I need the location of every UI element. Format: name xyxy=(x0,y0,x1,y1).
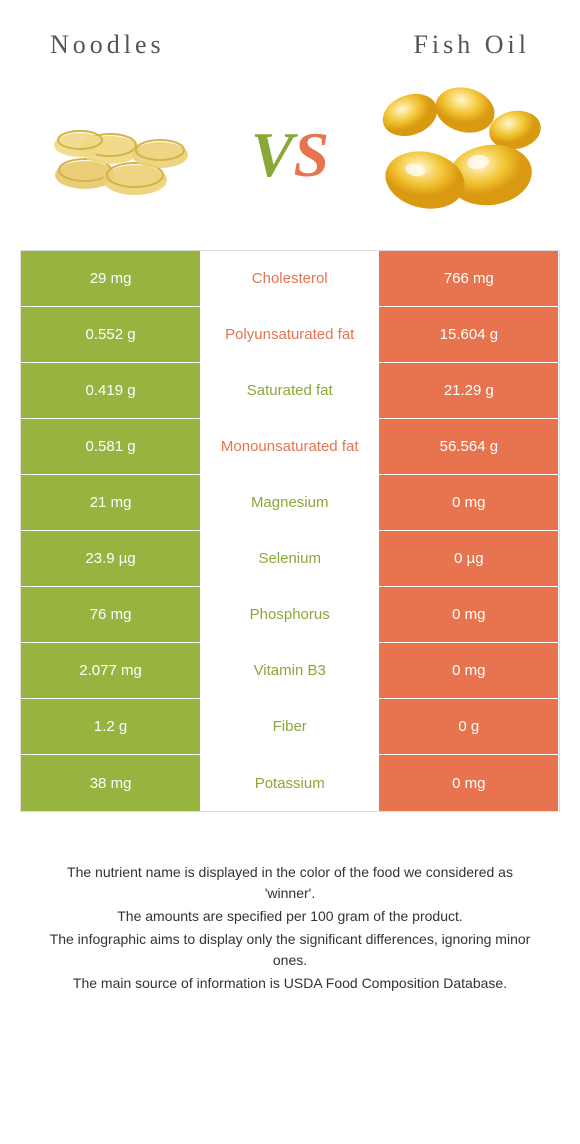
footnote: The nutrient name is displayed in the co… xyxy=(20,862,560,994)
right-value: 766 mg xyxy=(379,251,558,306)
nutrient-label: Phosphorus xyxy=(200,587,379,642)
right-value: 0 mg xyxy=(379,587,558,642)
fishoil-image xyxy=(370,80,550,230)
nutrient-label: Polyunsaturated fat xyxy=(200,307,379,362)
vs-v: V xyxy=(251,119,294,190)
images-row: VS xyxy=(20,80,560,250)
left-value: 0.419 g xyxy=(21,363,200,418)
right-value: 0 mg xyxy=(379,755,558,811)
comparison-table: 29 mgCholesterol766 mg0.552 gPolyunsatur… xyxy=(20,250,560,812)
table-row: 38 mgPotassium0 mg xyxy=(21,755,559,811)
left-value: 29 mg xyxy=(21,251,200,306)
table-row: 0.419 gSaturated fat21.29 g xyxy=(21,363,559,419)
left-value: 1.2 g xyxy=(21,699,200,754)
table-row: 29 mgCholesterol766 mg xyxy=(21,251,559,307)
table-row: 21 mgMagnesium0 mg xyxy=(21,475,559,531)
left-value: 0.581 g xyxy=(21,419,200,474)
right-value: 0 µg xyxy=(379,531,558,586)
right-value: 0 g xyxy=(379,699,558,754)
table-row: 23.9 µgSelenium0 µg xyxy=(21,531,559,587)
table-row: 0.581 gMonounsaturated fat56.564 g xyxy=(21,419,559,475)
left-value: 76 mg xyxy=(21,587,200,642)
left-value: 0.552 g xyxy=(21,307,200,362)
table-row: 1.2 gFiber0 g xyxy=(21,699,559,755)
left-value: 21 mg xyxy=(21,475,200,530)
right-food-title: Fish Oil xyxy=(413,30,530,60)
vs-label: VS xyxy=(251,118,329,192)
footnote-line: The amounts are specified per 100 gram o… xyxy=(40,906,540,927)
left-value: 23.9 µg xyxy=(21,531,200,586)
nutrient-label: Potassium xyxy=(200,755,379,811)
nutrient-label: Monounsaturated fat xyxy=(200,419,379,474)
table-row: 2.077 mgVitamin B30 mg xyxy=(21,643,559,699)
header: Noodles Fish Oil xyxy=(20,20,560,80)
noodles-image xyxy=(30,80,210,230)
footnote-line: The nutrient name is displayed in the co… xyxy=(40,862,540,904)
right-value: 0 mg xyxy=(379,643,558,698)
right-value: 56.564 g xyxy=(379,419,558,474)
nutrient-label: Vitamin B3 xyxy=(200,643,379,698)
vs-s: S xyxy=(294,119,330,190)
nutrient-label: Saturated fat xyxy=(200,363,379,418)
nutrient-label: Magnesium xyxy=(200,475,379,530)
table-row: 76 mgPhosphorus0 mg xyxy=(21,587,559,643)
footnote-line: The main source of information is USDA F… xyxy=(40,973,540,994)
nutrient-label: Fiber xyxy=(200,699,379,754)
left-value: 38 mg xyxy=(21,755,200,811)
right-value: 21.29 g xyxy=(379,363,558,418)
footnote-line: The infographic aims to display only the… xyxy=(40,929,540,971)
left-value: 2.077 mg xyxy=(21,643,200,698)
nutrient-label: Selenium xyxy=(200,531,379,586)
table-row: 0.552 gPolyunsaturated fat15.604 g xyxy=(21,307,559,363)
left-food-title: Noodles xyxy=(50,30,165,60)
nutrient-label: Cholesterol xyxy=(200,251,379,306)
right-value: 15.604 g xyxy=(379,307,558,362)
right-value: 0 mg xyxy=(379,475,558,530)
